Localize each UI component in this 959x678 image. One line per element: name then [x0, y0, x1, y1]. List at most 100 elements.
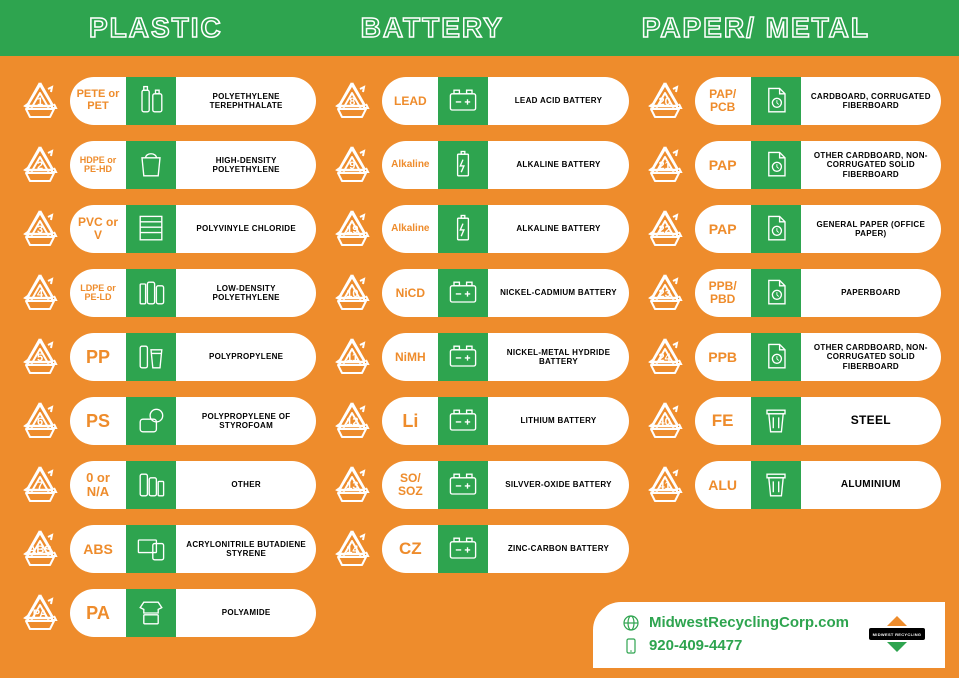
misc-icon	[126, 461, 176, 509]
code-description: POLYVINYLE CHLORIDE	[176, 224, 316, 233]
code-number: 3	[37, 224, 43, 236]
code-abbreviation: Li	[382, 412, 438, 431]
code-pill: Li LITHIUM BATTERY	[382, 397, 628, 445]
recycle-triangle-icon: 4	[18, 271, 62, 315]
recycle-triangle-icon: ABS	[18, 527, 62, 571]
carbatt-icon	[438, 525, 488, 573]
recycle-triangle-icon: 40	[643, 399, 687, 443]
recycle-triangle-icon: 3	[18, 207, 62, 251]
recycle-triangle-icon: 2	[18, 143, 62, 187]
doc-icon	[751, 141, 801, 189]
code-pill: LDPE or PE-LDLOW-DENSITY POLYETHYLENE	[70, 269, 316, 317]
code-number: PA	[33, 608, 47, 620]
code-abbreviation: CZ	[382, 540, 438, 558]
bin-icon	[751, 461, 801, 509]
code-row: 14CZZINC-CARBON BATTERY	[330, 522, 628, 576]
bottles2-icon	[126, 269, 176, 317]
code-abbreviation: PVC or V	[70, 216, 126, 241]
code-pill: ABSACRYLONITRILE BUTADIENE STYRENE	[70, 525, 316, 573]
code-number: 23	[659, 288, 671, 300]
code-row: 10 NiCDNICKEL-CADMIUM BATTERY	[330, 266, 628, 320]
code-description: ALKALINE BATTERY	[488, 160, 628, 169]
code-abbreviation: PAP	[695, 222, 751, 237]
code-number: 20	[659, 96, 671, 108]
code-pill: PAPGENERAL PAPER (OFFICE PAPER)	[695, 205, 941, 253]
code-description: LEAD ACID BATTERY	[488, 96, 628, 105]
code-abbreviation: Alkaline	[382, 160, 438, 171]
code-number: 41	[659, 480, 671, 492]
header-plastic: PLASTIC	[89, 12, 223, 44]
code-number: 1	[37, 96, 43, 108]
foam-icon	[126, 397, 176, 445]
code-abbreviation: PAP	[695, 158, 751, 173]
code-abbreviation: FE	[695, 412, 751, 430]
code-abbreviation: NiCD	[382, 287, 438, 300]
code-description: CARDBOARD, CORRUGATED FIBERBOARD	[801, 92, 941, 110]
devices-icon	[126, 525, 176, 573]
code-abbreviation: LEAD	[382, 95, 438, 108]
code-pill: NiCDNICKEL-CADMIUM BATTERY	[382, 269, 628, 317]
code-abbreviation: Alkaline	[382, 224, 438, 235]
code-pill: PPPOLYPROPYLENE	[70, 333, 316, 381]
code-description: POLYETHYLENE TEREPHTHALATE	[176, 92, 316, 110]
carbatt-icon	[438, 269, 488, 317]
footer-phone: 920-409-4477	[649, 637, 742, 654]
footer-website: MidwestRecyclingCorp.com	[649, 614, 849, 631]
code-row: 9 Alkaline ALKALINE BATTERY	[330, 138, 628, 192]
code-abbreviation: PPB/ PBD	[695, 280, 751, 305]
bin-icon	[751, 397, 801, 445]
code-abbreviation: SO/ SOZ	[382, 472, 438, 497]
code-row: 8 LEAD LEAD ACID BATTERY	[330, 74, 628, 128]
code-pill: 0 or N/AOTHER	[70, 461, 316, 509]
code-row: 70 or N/AOTHER	[18, 458, 316, 512]
recycle-triangle-icon: 11	[330, 335, 374, 379]
code-row: 40FESTEEL	[643, 394, 941, 448]
doc-icon	[751, 77, 801, 125]
code-number: 19	[346, 224, 358, 236]
code-abbreviation: PA	[70, 604, 126, 623]
code-row: 21PAPOTHER CARDBOARD, NON-CORRUGATED SOL…	[643, 138, 941, 192]
code-pill: NiMHNICKEL-METAL HYDRIDE BATTERY	[382, 333, 628, 381]
code-abbreviation: PP	[70, 348, 126, 367]
carbatt-icon	[438, 461, 488, 509]
bottles-icon	[126, 77, 176, 125]
code-description: SILVVER-OXIDE BATTERY	[488, 480, 628, 489]
code-pill: PPB/ PBDPAPERBOARD	[695, 269, 941, 317]
code-description: ALUMINIUM	[801, 479, 941, 491]
recycle-triangle-icon: 8	[330, 79, 374, 123]
recycle-triangle-icon: 24	[643, 335, 687, 379]
code-row: 2 HDPE or PE-HDHIGH-DENSITY POLYETHYLENE	[18, 138, 316, 192]
code-row: 5PPPOLYPROPYLENE	[18, 330, 316, 384]
code-abbreviation: NiMH	[382, 351, 438, 364]
code-description: POLYAMIDE	[176, 608, 316, 617]
code-number: 2	[37, 160, 43, 172]
code-row: 13 SO/ SOZ SILVVER-OXIDE BATTERY	[330, 458, 628, 512]
recycle-triangle-icon: 7	[18, 463, 62, 507]
code-abbreviation: PS	[70, 412, 126, 431]
carbatt-icon	[438, 333, 488, 381]
column-paper-metal: 20 PAP/ PCBCARDBOARD, CORRUGATED FIBERBOA…	[643, 74, 941, 668]
code-description: LITHIUM BATTERY	[488, 416, 628, 425]
code-number: 40	[659, 416, 671, 428]
recycle-triangle-icon: 1	[18, 79, 62, 123]
recycle-triangle-icon: 20	[643, 79, 687, 123]
code-pill: HDPE or PE-HDHIGH-DENSITY POLYETHYLENE	[70, 141, 316, 189]
phone-icon	[623, 638, 639, 654]
doc-icon	[751, 205, 801, 253]
code-description: ACRYLONITRILE BUTADIENE STYRENE	[176, 540, 316, 558]
code-number: 10	[346, 288, 358, 300]
code-row: 19AlkalineALKALINE BATTERY	[330, 202, 628, 256]
code-number: 12	[346, 416, 358, 428]
recycle-triangle-icon: 13	[330, 463, 374, 507]
code-pill: PETE or PET POLYETHYLENE TEREPHTHALATE	[70, 77, 316, 125]
code-number: 13	[346, 480, 358, 492]
code-abbreviation: PETE or PET	[70, 89, 126, 112]
recycle-triangle-icon: 9	[330, 143, 374, 187]
code-description: POLYPROPYLENE OF STYROFOAM	[176, 412, 316, 430]
code-description: LOW-DENSITY POLYETHYLENE	[176, 284, 316, 302]
code-abbreviation: 0 or N/A	[70, 471, 126, 498]
code-pill: PAP/ PCBCARDBOARD, CORRUGATED FIBERBOARD	[695, 77, 941, 125]
code-row: 23 PPB/ PBDPAPERBOARD	[643, 266, 941, 320]
code-row: 22PAPGENERAL PAPER (OFFICE PAPER)	[643, 202, 941, 256]
code-pill: PVC or V POLYVINYLE CHLORIDE	[70, 205, 316, 253]
